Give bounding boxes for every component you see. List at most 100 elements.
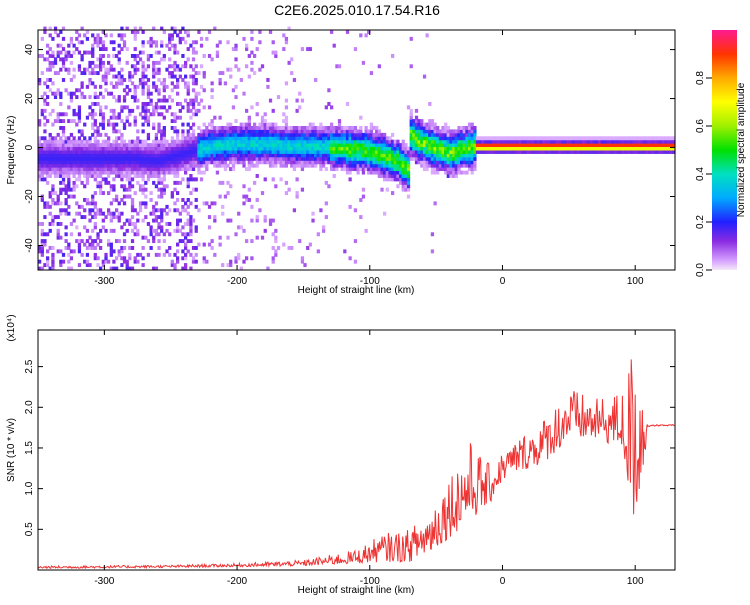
heatmap-cell (669, 150, 673, 154)
heatmap-cell (582, 146, 586, 151)
heatmap-cell (247, 136, 251, 141)
heatmap-cell (38, 170, 42, 175)
heatmap-cell (268, 150, 273, 154)
heatmap-cell (202, 163, 206, 168)
heatmap-cell (194, 187, 198, 192)
heatmap-cell (133, 208, 137, 213)
heatmap-cell (205, 153, 209, 158)
heatmap-cell (130, 228, 135, 233)
heatmap-cell (75, 239, 79, 244)
heatmap-cell (109, 163, 113, 168)
heatmap-cell (276, 139, 281, 144)
heatmap-cell (584, 150, 589, 154)
heatmap-cell (449, 129, 453, 134)
heatmap-cell (661, 150, 665, 154)
heatmap-cell (308, 136, 312, 141)
heatmap-cell (475, 143, 480, 148)
heatmap-cell (290, 163, 294, 168)
heatmap-cell (266, 132, 270, 137)
heatmap-cell (154, 88, 159, 93)
heatmap-cell (99, 36, 103, 41)
heatmap-cell (101, 40, 105, 45)
heatmap-cell (59, 102, 63, 106)
heatmap-cell (223, 150, 228, 154)
heatmap-cell (117, 112, 121, 117)
heatmap-cell (77, 112, 82, 117)
heatmap-cell (425, 129, 429, 134)
heatmap-cell (229, 122, 233, 127)
heatmap-cell (521, 146, 525, 151)
heatmap-cell (67, 246, 71, 250)
heatmap-cell (250, 143, 254, 148)
heatmap-cell (624, 136, 628, 141)
heatmap-cell (345, 126, 350, 130)
heatmap-cell (165, 146, 169, 151)
heatmap-cell (491, 136, 496, 141)
heatmap-cell (136, 180, 140, 185)
heatmap-cell (133, 222, 137, 226)
heatmap-cell (173, 156, 177, 161)
heatmap-cell (191, 143, 196, 148)
heatmap-cell (441, 136, 445, 141)
heatmap-cell (332, 143, 336, 148)
heatmap-cell (263, 143, 267, 148)
heatmap-cell (72, 160, 76, 165)
heatmap-cell (99, 91, 103, 96)
heatmap-cell (582, 139, 586, 144)
heatmap-cell (401, 167, 405, 172)
heatmap-cell (303, 153, 307, 158)
heatmap-cell (364, 167, 368, 172)
heatmap-cell (324, 146, 328, 151)
heatmap-cell (282, 153, 286, 158)
heatmap-cell (404, 143, 408, 148)
heatmap-cell (544, 150, 549, 154)
heatmap-cell (396, 139, 400, 144)
heatmap-cell (213, 132, 217, 137)
heatmap-cell (138, 174, 143, 178)
heatmap-cell (239, 136, 243, 141)
heatmap-cell (255, 102, 259, 106)
heatmap-cell (590, 150, 594, 154)
heatmap-cell (67, 259, 71, 264)
heatmap-cell (69, 78, 74, 82)
heatmap-cell (284, 126, 289, 130)
x-tick-label: -300 (94, 276, 114, 287)
heatmap-cell (130, 246, 135, 250)
heatmap-cell (245, 108, 249, 113)
heatmap-cell (433, 126, 437, 130)
heatmap-cell (67, 71, 71, 76)
heatmap-cell (162, 191, 166, 196)
heatmap-cell (157, 146, 161, 151)
heatmap-cell (237, 136, 241, 141)
heatmap-cell (316, 153, 320, 158)
heatmap-cell (197, 132, 201, 137)
heatmap-cell (539, 136, 543, 141)
heatmap-cell (93, 167, 97, 172)
heatmap-cell (85, 50, 90, 55)
heatmap-cell (420, 119, 424, 124)
heatmap-cell (465, 143, 469, 148)
heatmap-cell (168, 167, 172, 172)
heatmap-cell (229, 150, 233, 154)
heatmap-cell (144, 108, 148, 113)
heatmap-cell (314, 150, 318, 154)
heatmap-cell (53, 143, 58, 148)
heatmap-cell (274, 122, 278, 127)
heatmap-cell (388, 146, 392, 151)
heatmap-cell (619, 143, 623, 148)
heatmap-cell (534, 150, 538, 154)
heatmap-cell (101, 156, 105, 161)
heatmap-cell (552, 150, 557, 154)
heatmap-cell (122, 194, 127, 199)
heatmap-cell (199, 177, 204, 182)
heatmap-cell (475, 139, 480, 144)
heatmap-cell (383, 139, 387, 144)
heatmap-cell (258, 143, 262, 148)
heatmap-cell (56, 71, 60, 76)
heatmap-cell (46, 170, 50, 175)
heatmap-cell (239, 126, 243, 130)
heatmap-cell (46, 201, 50, 206)
heatmap-cell (645, 139, 650, 144)
heatmap-cell (470, 167, 474, 172)
heatmap-cell (178, 211, 182, 216)
